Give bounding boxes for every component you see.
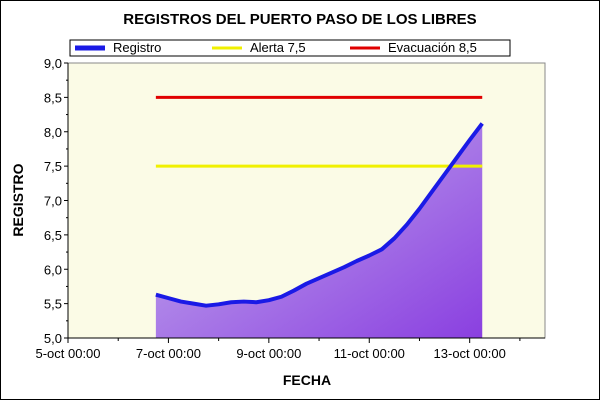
- legend-label-alerta: Alerta 7,5: [250, 40, 306, 55]
- y-tick-label: 7,5: [44, 159, 62, 174]
- registro-area: [155, 123, 483, 338]
- x-tick-label: 13-oct 00:00: [434, 346, 506, 361]
- x-tick-label: 9-oct 00:00: [236, 346, 301, 361]
- chart-title: REGISTROS DEL PUERTO PASO DE LOS LIBRES: [123, 11, 476, 28]
- y-tick-label: 5,5: [44, 297, 62, 312]
- y-tick-label: 9,0: [44, 56, 62, 71]
- legend-label-evacuacion: Evacuación 8,5: [388, 40, 477, 55]
- y-tick-label: 8,0: [44, 125, 62, 140]
- legend-label-registro: Registro: [113, 40, 161, 55]
- y-tick-label: 6,0: [44, 262, 62, 277]
- legend-box: [69, 39, 511, 57]
- x-tick-label: 7-oct 00:00: [136, 346, 201, 361]
- y-tick-label: 6,5: [44, 228, 62, 243]
- x-axis-title: FECHA: [283, 372, 331, 388]
- registro-line: [155, 122, 484, 308]
- x-tick-label: 5-oct 00:00: [35, 346, 100, 361]
- y-axis-title: REGISTRO: [10, 163, 26, 236]
- y-tick-label: 5,0: [44, 331, 62, 346]
- chart-marks: [155, 95, 484, 338]
- chart-axes: 5,0 5,5 6,0 6,5 7,0 7,5 8,0 8,5 9,0 5-oct 00:00 7-…: [35, 56, 545, 361]
- x-tick-label: 11-oct 00:00: [334, 346, 405, 361]
- y-tick-label: 7,0: [44, 194, 62, 209]
- legend: Registro Alerta 7,5 Evacuación 8,5: [69, 39, 511, 57]
- y-tick-label: 8,5: [44, 90, 62, 105]
